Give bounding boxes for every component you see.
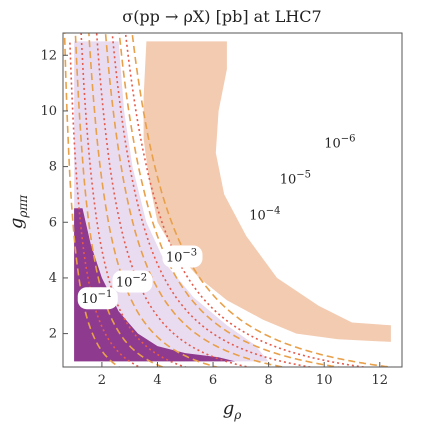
y-tick-label: 6 bbox=[49, 215, 57, 230]
region-peach-band bbox=[143, 41, 391, 342]
contour-label-2: 10−2 bbox=[112, 270, 153, 293]
svg-text:10−5: 10−5 bbox=[280, 170, 311, 188]
chart-title: σ(pp → ρX) [pb] at LHC7 bbox=[122, 7, 321, 26]
y-tick-label: 12 bbox=[40, 48, 57, 63]
plot-frame bbox=[62, 32, 403, 368]
x-axis-label: gρ bbox=[223, 398, 242, 422]
y-tick-label: 8 bbox=[49, 160, 57, 175]
plot-area bbox=[63, 33, 396, 367]
contour-line-4 bbox=[80, 33, 188, 367]
y-axis-ticks: 2 4 6 8 10 12 bbox=[40, 48, 68, 342]
svg-text:10−2: 10−2 bbox=[116, 273, 147, 291]
x-tick-label: 10 bbox=[316, 373, 333, 388]
x-tick-label: 2 bbox=[98, 373, 106, 388]
svg-text:10−6: 10−6 bbox=[324, 133, 355, 151]
svg-text:10−3: 10−3 bbox=[166, 247, 197, 265]
contour-line-1 bbox=[63, 33, 121, 367]
contour-line-7 bbox=[104, 33, 288, 367]
x-tick-label: 4 bbox=[153, 373, 161, 388]
contour-label-3: 10−3 bbox=[162, 245, 203, 268]
x-tick-label: 6 bbox=[209, 373, 217, 388]
svg-text:10−1: 10−1 bbox=[81, 289, 112, 307]
contour-line-6 bbox=[95, 33, 252, 367]
contour-labels: 10−110−2 10−3 10−410−5 10−6 bbox=[77, 131, 361, 310]
svg-text:10−4: 10−4 bbox=[249, 206, 280, 224]
contour-label-5: 10−5 bbox=[276, 167, 317, 190]
x-axis-ticks: 2 4 6 8 10 12 bbox=[98, 362, 388, 388]
y-tick-label: 10 bbox=[40, 104, 57, 119]
contour-label-4: 10−4 bbox=[245, 203, 286, 226]
contour-line-5 bbox=[88, 33, 220, 367]
y-tick-label: 2 bbox=[49, 327, 57, 342]
contour-label-1: 10−1 bbox=[77, 287, 118, 310]
contour-line-3 bbox=[74, 35, 165, 367]
contour-label-6: 10−6 bbox=[320, 131, 361, 154]
x-tick-label: 12 bbox=[371, 373, 388, 388]
x-tick-label: 8 bbox=[264, 373, 272, 388]
y-axis-label: gρππ bbox=[6, 194, 30, 229]
y-tick-label: 4 bbox=[49, 271, 57, 286]
contour-line-11 bbox=[131, 33, 396, 367]
contour-line-2 bbox=[69, 42, 142, 367]
